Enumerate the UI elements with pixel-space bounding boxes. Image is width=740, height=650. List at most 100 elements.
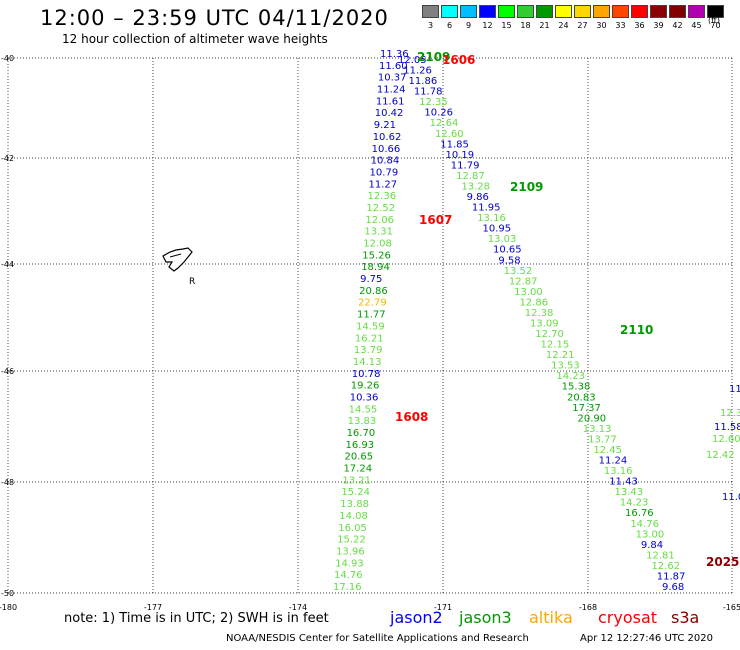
wave-height-value: 12.15 (541, 340, 570, 351)
wave-height-value: 17.24 (343, 464, 372, 475)
wave-height-value: 10.65 (493, 245, 522, 256)
wave-height-value: 14.08 (339, 511, 368, 522)
scale-label: 42 (672, 21, 683, 30)
wave-height-value: 12.3 (720, 408, 740, 419)
wave-height-value: 10.42 (375, 108, 404, 119)
wave-height-value: 14.76 (334, 570, 363, 581)
scale-swatch (631, 5, 648, 18)
track-values: 11.3611.6010.3711.2411.6110.429.2110.621… (333, 49, 740, 593)
wave-height-value: 13.79 (354, 345, 383, 356)
wave-height-value: 20.83 (567, 392, 596, 403)
wave-height-value: 14.93 (335, 558, 364, 569)
wave-height-value: 13.31 (364, 227, 393, 238)
wave-height-value: 12.21 (546, 350, 575, 361)
wave-height-value: 10.66 (372, 144, 401, 155)
scale-label: 15 (501, 21, 512, 30)
wave-height-value: 10.62 (373, 132, 402, 143)
page-subtitle: 12 hour collection of altimeter wave hei… (62, 32, 328, 46)
wave-height-value: 14.13 (353, 357, 382, 368)
color-scale: 3 6 9 12 15 18 21 24 27 30 33 36 39 42 45 70 (422, 5, 728, 35)
pass-number: 1607 (419, 213, 452, 227)
wave-height-value: 11.24 (599, 456, 628, 467)
wave-height-value: 13.88 (340, 499, 369, 510)
pass-number: 1606 (442, 53, 475, 67)
wave-height-value: 19.26 (351, 381, 380, 392)
wave-height-value: 13.96 (336, 546, 365, 557)
wave-height-value: 14.76 (630, 519, 659, 530)
wave-height-value: 12.86 (519, 297, 548, 308)
wave-height-value: 12.06 (365, 215, 394, 226)
island-label: R (189, 277, 195, 287)
scale-label: 39 (653, 21, 664, 30)
lat-tick-label: -48 (1, 478, 14, 487)
wave-height-value: 13.00 (636, 529, 665, 540)
wave-height-value: 12.38 (525, 308, 554, 319)
wave-height-value: 11.58 (714, 422, 740, 433)
graticule: -180 -177 -174 -171 -168 -165 -40 -42 -44 -46 -48 -… (0, 54, 740, 612)
wave-height-value: 13.77 (588, 434, 617, 445)
wave-height-value: 16.70 (347, 428, 376, 439)
wave-height-value: 15.24 (341, 487, 370, 498)
page-title: 12:00 – 23:59 UTC 04/11/2020 (40, 6, 389, 30)
wave-height-value: 15.26 (362, 250, 391, 261)
wave-height-value: 10.95 (482, 224, 511, 235)
scale-label: 24 (558, 21, 569, 30)
lon-tick-label: -177 (144, 603, 162, 612)
wave-height-value: 15.38 (562, 382, 591, 393)
scale-label: 36 (634, 21, 645, 30)
wave-height-value: 12.70 (535, 329, 564, 340)
scale-label: 27 (577, 21, 588, 30)
wave-height-value: 9.58 (498, 255, 520, 266)
scale-label: 33 (615, 21, 626, 30)
wave-height-value: 17.37 (572, 403, 601, 414)
lon-tick-label: -171 (434, 603, 452, 612)
wave-height-value: 11.26 (403, 66, 432, 77)
wave-height-value: 12.87 (509, 276, 538, 287)
wave-height-value: 10.19 (446, 150, 475, 161)
scale-label: 9 (465, 21, 472, 30)
wave-height-value: 12.45 (593, 445, 622, 456)
wave-height-value: 10.37 (378, 73, 407, 84)
scale-swatch (460, 5, 477, 18)
scale-label: 70 (710, 21, 721, 30)
wave-height-value: 13.43 (614, 487, 643, 498)
wave-height-value: 12.36 (367, 191, 396, 202)
wave-height-value: 13.53 (551, 361, 580, 372)
scale-swatch (441, 5, 458, 18)
wave-height-value: 14.23 (556, 371, 585, 382)
wave-height-value: 20.90 (578, 413, 607, 424)
wave-height-value: 9.68 (662, 582, 684, 593)
wave-height-value: 11.61 (376, 96, 405, 107)
scale-swatch (555, 5, 572, 18)
wave-height-value: 20.65 (344, 452, 373, 463)
wave-height-value: 11.77 (357, 310, 386, 321)
wave-height-value: 12.81 (646, 550, 675, 561)
scale-swatch (593, 5, 610, 18)
wave-height-value: 12.52 (366, 203, 395, 214)
wave-height-value: 11.60 (379, 61, 408, 72)
legend-mission: s3a (671, 608, 700, 627)
pass-number: 2025 (706, 555, 739, 569)
scale-label: 6 (446, 21, 453, 30)
wave-height-value: 13.09 (530, 319, 559, 330)
pass-number: 1608 (395, 410, 428, 424)
wave-height-value: 10.79 (370, 167, 399, 178)
wave-height-value: 16.05 (338, 523, 367, 534)
wave-height-value: 12.05 (398, 55, 427, 66)
pass-number: 2110 (620, 323, 653, 337)
scale-swatch (650, 5, 667, 18)
pass-number: 2109 (510, 180, 543, 194)
wave-height-value: 22.79 (358, 298, 387, 309)
scale-unit-label: (ft) (708, 16, 721, 25)
scale-swatch (612, 5, 629, 18)
scale-swatch (688, 5, 705, 18)
wave-height-value: 11.78 (414, 87, 443, 98)
wave-height-value: 9.75 (360, 274, 382, 285)
island-shape (162, 247, 193, 272)
wave-height-value: 11.87 (657, 571, 686, 582)
wave-height-value: 13.00 (514, 287, 543, 298)
wave-height-value: 10.84 (371, 156, 400, 167)
timestamp: Apr 12 12:27:46 UTC 2020 (580, 633, 713, 644)
wave-height-value: 16.76 (625, 508, 654, 519)
